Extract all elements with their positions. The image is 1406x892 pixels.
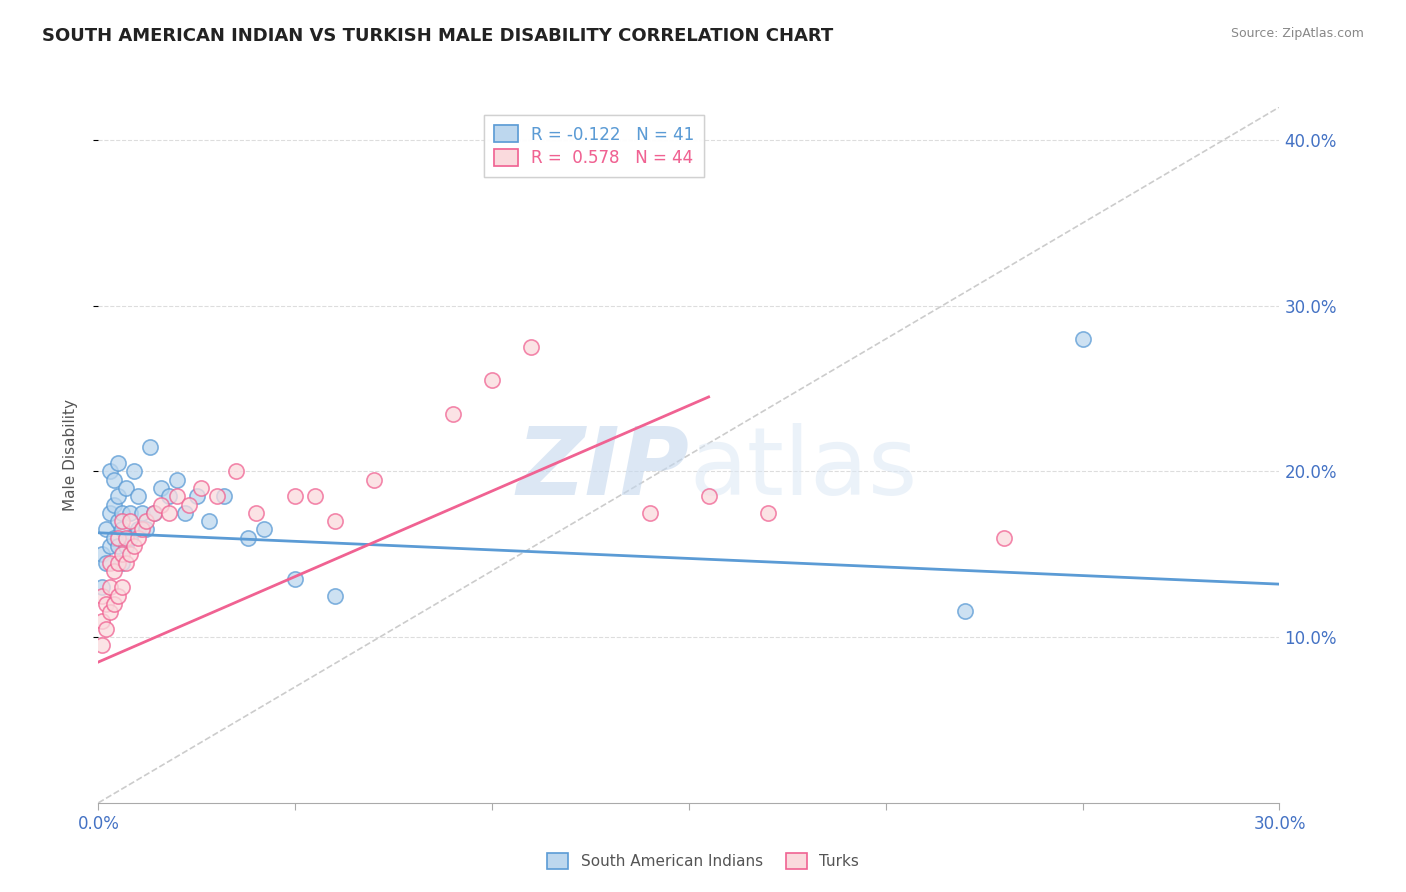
Point — [245, 506, 267, 520]
Point — [111, 523, 134, 537]
Point — [127, 489, 149, 503]
Point — [481, 373, 503, 387]
Point — [91, 614, 114, 628]
Point — [131, 523, 153, 537]
Point — [103, 597, 125, 611]
Y-axis label: Male Disability: Male Disability — [63, 399, 77, 511]
Point — [118, 514, 141, 528]
Point — [142, 506, 165, 520]
Point — [323, 514, 346, 528]
Point — [150, 481, 173, 495]
Point — [131, 506, 153, 520]
Point — [103, 498, 125, 512]
Point — [1071, 332, 1094, 346]
Point — [115, 556, 138, 570]
Point — [115, 481, 138, 495]
Point — [177, 498, 200, 512]
Point — [96, 556, 118, 570]
Point — [107, 589, 129, 603]
Point — [111, 506, 134, 520]
Point — [111, 547, 134, 561]
Point — [150, 498, 173, 512]
Point — [441, 407, 464, 421]
Point — [107, 531, 129, 545]
Point — [107, 456, 129, 470]
Point — [520, 340, 543, 354]
Point — [118, 506, 141, 520]
Point — [98, 465, 121, 479]
Point — [118, 531, 141, 545]
Point — [993, 531, 1015, 545]
Point — [107, 539, 129, 553]
Point — [91, 581, 114, 595]
Text: atlas: atlas — [689, 423, 917, 515]
Point — [98, 581, 121, 595]
Point — [284, 489, 307, 503]
Text: SOUTH AMERICAN INDIAN VS TURKISH MALE DISABILITY CORRELATION CHART: SOUTH AMERICAN INDIAN VS TURKISH MALE DI… — [42, 27, 834, 45]
Point — [157, 489, 180, 503]
Legend: South American Indians, Turks: South American Indians, Turks — [541, 847, 865, 875]
Point — [127, 531, 149, 545]
Point — [236, 531, 259, 545]
Point — [697, 489, 720, 503]
Point — [363, 473, 385, 487]
Point — [103, 473, 125, 487]
Point — [638, 506, 661, 520]
Point — [118, 547, 141, 561]
Point — [142, 506, 165, 520]
Point — [98, 605, 121, 619]
Point — [96, 597, 118, 611]
Point — [953, 604, 976, 618]
Point — [91, 547, 114, 561]
Point — [284, 572, 307, 586]
Point — [253, 523, 276, 537]
Point — [756, 506, 779, 520]
Point — [107, 489, 129, 503]
Point — [225, 465, 247, 479]
Point — [103, 531, 125, 545]
Point — [127, 523, 149, 537]
Point — [98, 506, 121, 520]
Point — [96, 622, 118, 636]
Point — [135, 514, 157, 528]
Point — [107, 556, 129, 570]
Point — [190, 481, 212, 495]
Point — [122, 539, 145, 553]
Point — [166, 489, 188, 503]
Legend: R = -0.122   N = 41, R =  0.578   N = 44: R = -0.122 N = 41, R = 0.578 N = 44 — [485, 115, 704, 177]
Point — [135, 523, 157, 537]
Point — [111, 514, 134, 528]
Point — [91, 589, 114, 603]
Point — [115, 531, 138, 545]
Point — [122, 465, 145, 479]
Point — [214, 489, 236, 503]
Text: ZIP: ZIP — [516, 423, 689, 515]
Point — [107, 514, 129, 528]
Point — [323, 589, 346, 603]
Point — [157, 506, 180, 520]
Point — [98, 539, 121, 553]
Point — [205, 489, 228, 503]
Point — [115, 539, 138, 553]
Point — [197, 514, 219, 528]
Point — [96, 523, 118, 537]
Point — [111, 581, 134, 595]
Point — [98, 556, 121, 570]
Point — [138, 440, 160, 454]
Text: Source: ZipAtlas.com: Source: ZipAtlas.com — [1230, 27, 1364, 40]
Point — [304, 489, 326, 503]
Point — [166, 473, 188, 487]
Point — [103, 564, 125, 578]
Point — [186, 489, 208, 503]
Point — [111, 556, 134, 570]
Point — [91, 639, 114, 653]
Point — [174, 506, 197, 520]
